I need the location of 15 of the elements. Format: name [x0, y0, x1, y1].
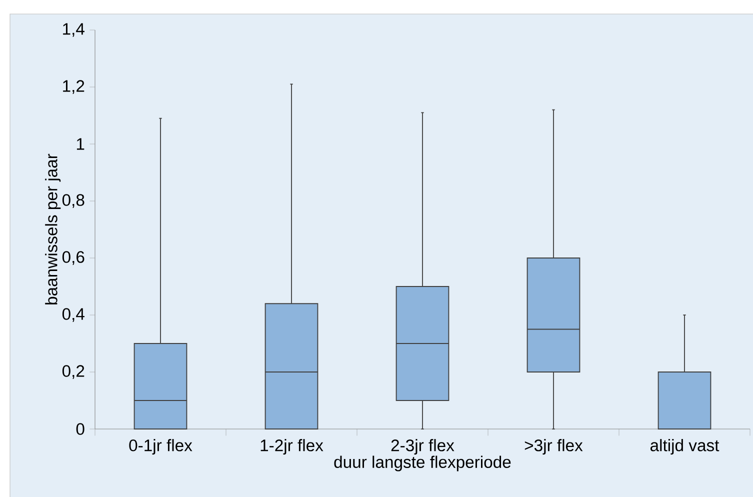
y-tick-label: 0,4: [62, 308, 84, 322]
y-tick-label: 1,4: [63, 23, 84, 37]
y-tick-label: 1,2: [63, 80, 84, 94]
x-tick-label: 0-1jr flex: [129, 439, 192, 455]
y-tick-label: 0,8: [62, 194, 84, 208]
x-tick-label: altijd vast: [650, 439, 720, 455]
x-tick-label: 2-3jr flex: [391, 439, 454, 455]
y-tick-label: 0,6: [62, 251, 84, 265]
y-axis-title: baanwissels per jaar: [45, 154, 61, 304]
x-tick-label: >3jr flex: [524, 439, 583, 455]
y-tick-label: 0: [76, 423, 84, 435]
y-tick-label: 1: [76, 138, 84, 150]
x-axis-title: duur langste flexperiode: [334, 456, 511, 472]
x-tick-label: 1-2jr flex: [260, 439, 324, 455]
y-tick-label: 0,2: [62, 365, 84, 379]
